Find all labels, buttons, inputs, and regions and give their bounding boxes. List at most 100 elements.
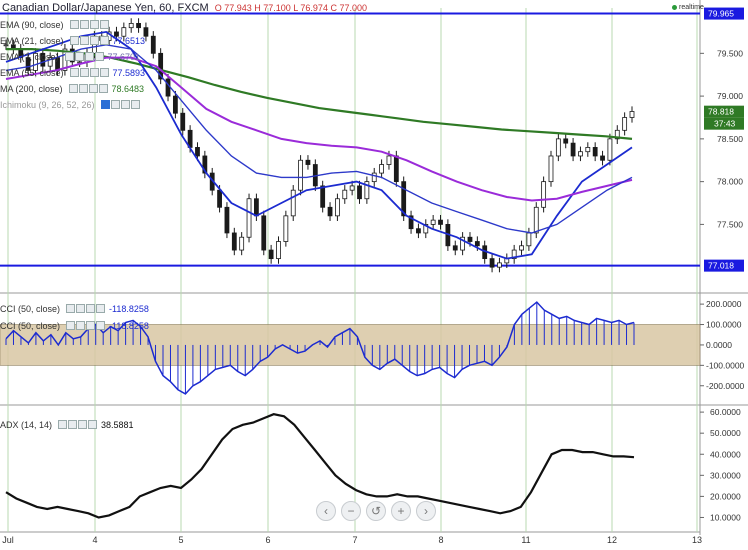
cci-y-tick-label: -100.0000 <box>706 360 745 370</box>
x-tick-label: 6 <box>265 535 270 545</box>
eye-icon[interactable] <box>58 420 68 429</box>
close-icon[interactable] <box>94 52 104 61</box>
candle-body <box>474 241 480 247</box>
legend-ma200[interactable]: MA (200, close) 78.6483 <box>0 82 144 95</box>
axis-layer: Jul 4 5 6 7 8 11 12 13 79.500 79.000 78.500 78.000 77… <box>2 7 745 545</box>
eye-icon[interactable] <box>69 36 79 45</box>
add-icon[interactable] <box>86 304 96 313</box>
legend-cci-1[interactable]: CCI (50, close) -118.8258 <box>0 302 149 315</box>
x-tick-label: 8 <box>438 535 443 545</box>
legend-ema21[interactable]: EMA (21, close) 77.6513 <box>0 34 145 47</box>
candle-body <box>585 147 591 153</box>
scroll-right-button[interactable]: › <box>416 501 436 521</box>
settings-icon[interactable] <box>79 20 89 29</box>
candle-body <box>195 147 200 157</box>
add-icon[interactable] <box>84 52 94 61</box>
candle-body <box>393 155 399 183</box>
candle-body <box>526 232 532 247</box>
settings-icon[interactable] <box>78 84 88 93</box>
candle-body <box>430 219 436 225</box>
candle-body <box>335 198 340 217</box>
close-icon[interactable] <box>130 100 140 109</box>
legend-ichimoku[interactable]: Ichimoku (9, 26, 52, 26) <box>0 98 144 111</box>
legend-ema55[interactable]: EMA (55, close) 77.5893 <box>0 66 145 79</box>
add-icon[interactable] <box>86 321 96 330</box>
legend-value: -118.8258 <box>109 320 149 331</box>
settings-icon[interactable] <box>76 304 86 313</box>
close-icon[interactable] <box>96 304 106 313</box>
legend-value: 77.6701 <box>107 51 141 62</box>
candle-body <box>423 224 429 234</box>
close-icon[interactable] <box>88 420 98 429</box>
settings-icon[interactable] <box>74 52 84 61</box>
legend-value: 38.5881 <box>101 419 134 430</box>
adx-y-tick-label: 60.0000 <box>710 407 741 417</box>
ma-line-3 <box>5 56 633 202</box>
legend-cci-2[interactable]: CCI (50, close) -118.8258 <box>0 319 149 332</box>
legend-adx[interactable]: ADX (14, 14) 38.5881 <box>0 418 134 431</box>
candle-body <box>136 22 141 29</box>
add-icon[interactable] <box>120 100 130 109</box>
close-icon[interactable] <box>99 36 109 45</box>
candle-body <box>253 198 259 217</box>
close-icon[interactable] <box>96 321 106 330</box>
close-icon[interactable] <box>99 68 109 77</box>
candle-body <box>342 189 348 200</box>
eye-icon[interactable] <box>66 304 76 313</box>
eye-icon[interactable] <box>69 20 79 29</box>
price-y-tick-label: 78.500 <box>717 134 743 144</box>
candle-body <box>401 181 407 217</box>
adx-line <box>5 413 635 519</box>
zoom-in-button[interactable]: + <box>391 501 411 521</box>
candle-body <box>298 159 303 191</box>
candle-body <box>217 189 222 208</box>
legend-buttons <box>66 321 106 330</box>
cci-y-tick-label: -200.0000 <box>706 381 745 391</box>
zoom-out-button[interactable]: − <box>341 501 361 521</box>
legend-buttons <box>68 84 108 93</box>
legend-buttons <box>58 420 98 429</box>
eye-icon[interactable] <box>66 321 76 330</box>
add-icon[interactable] <box>89 36 99 45</box>
realtime-indicator: realtime <box>672 4 704 11</box>
legend-buttons <box>100 100 140 109</box>
candle-body <box>416 228 421 234</box>
candle-body <box>519 245 524 251</box>
price-y-tick-label: 79.500 <box>717 48 743 58</box>
legend-ema-hidden[interactable]: EMA (?, close) 77.6701 <box>0 50 140 63</box>
reset-zoom-button[interactable]: ↺ <box>366 501 386 521</box>
settings-icon[interactable] <box>79 68 89 77</box>
cci-y-tick-label: 0.0000 <box>706 340 732 350</box>
settings-icon[interactable] <box>110 100 120 109</box>
eye-icon[interactable] <box>64 52 74 61</box>
close-icon[interactable] <box>99 20 109 29</box>
zoom-controls: ‹ − ↺ + › <box>316 501 436 521</box>
candle-body <box>114 31 119 37</box>
legend-ema90[interactable]: EMA (90, close) <box>0 18 113 31</box>
adx-y-tick-label: 50.0000 <box>710 428 741 438</box>
eye-icon[interactable] <box>69 68 79 77</box>
candle-body <box>349 185 355 191</box>
settings-icon[interactable] <box>68 420 78 429</box>
legend-value: -118.8258 <box>109 303 149 314</box>
x-tick-label: 11 <box>521 535 530 545</box>
add-icon[interactable] <box>89 68 99 77</box>
candle-body <box>438 219 443 225</box>
chart-header: Canadian Dollar/Japanese Yen, 60, FXCM O… <box>2 1 367 15</box>
add-icon[interactable] <box>78 420 88 429</box>
realtime-label: realtime <box>679 4 704 11</box>
add-icon[interactable] <box>88 84 98 93</box>
settings-icon[interactable] <box>76 321 86 330</box>
chart-title: Canadian Dollar/Japanese Yen, 60, FXCM <box>2 2 209 14</box>
add-icon[interactable] <box>89 20 99 29</box>
price-y-tick-label: 78.000 <box>717 177 743 187</box>
close-icon[interactable] <box>98 84 108 93</box>
candle-body <box>622 117 628 131</box>
eye-icon[interactable] <box>68 84 78 93</box>
x-tick-label: 7 <box>352 535 357 545</box>
lower-level-tag: 77.018 <box>708 261 734 271</box>
legend-label: Ichimoku (9, 26, 52, 26) <box>0 99 95 110</box>
settings-icon[interactable] <box>79 36 89 45</box>
eye-icon[interactable] <box>100 100 110 109</box>
scroll-left-button[interactable]: ‹ <box>316 501 336 521</box>
